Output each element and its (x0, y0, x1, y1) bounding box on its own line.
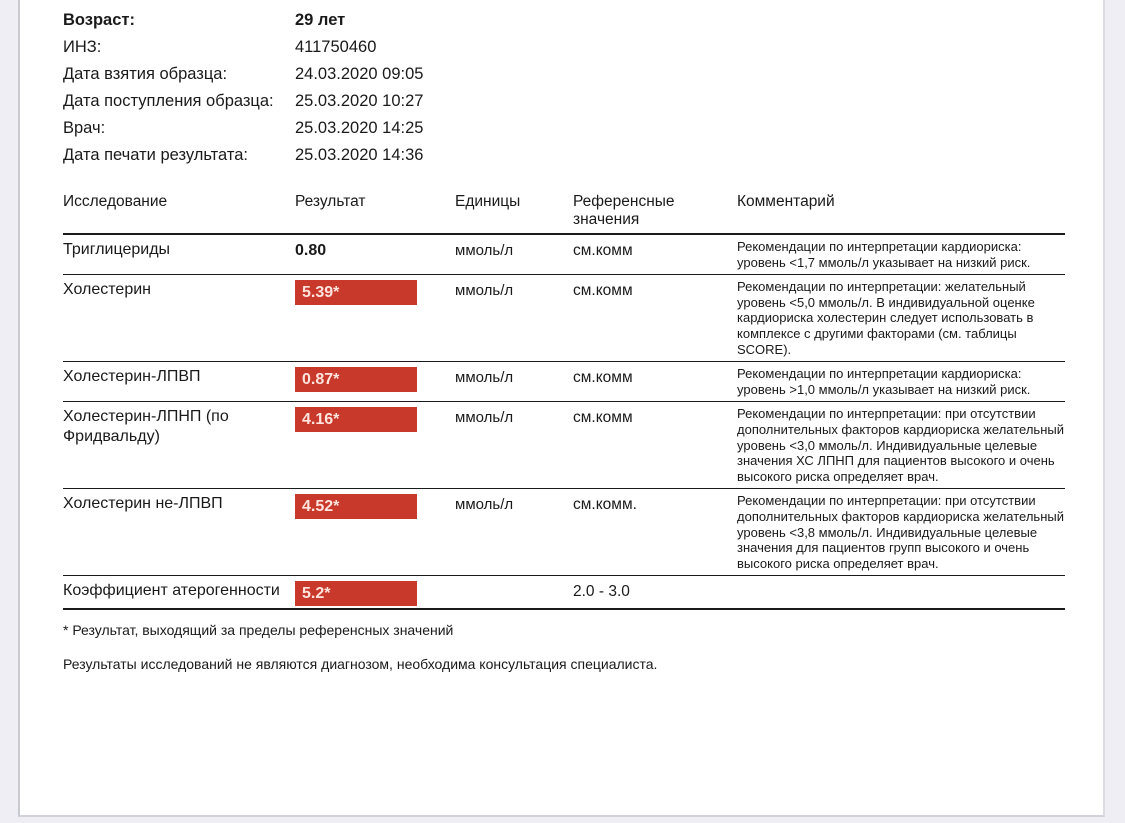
patient-info-label: ИНЗ: (63, 38, 102, 56)
result-cell: 5.2* (295, 579, 455, 607)
comment-cell (737, 579, 1065, 606)
reference-cell: см.комм (573, 282, 633, 300)
patient-info-value: 25.03.2020 14:25 (295, 119, 424, 137)
result-value: 0.87* (295, 367, 417, 393)
units-cell (455, 579, 573, 606)
table-row: Холестерин-ЛПНП (по Фридвальду) 4.16* мм… (63, 402, 1065, 490)
patient-info-row: ИНЗ: 411750460 (63, 34, 1066, 61)
lab-report-page: Возраст: 29 лет ИНЗ: 411750460 Дата взят… (18, 0, 1105, 817)
footnote-disclaimer: Результаты исследований не являются диаг… (63, 656, 658, 673)
result-value: 5.39* (295, 280, 417, 306)
patient-info-label: Врач: (63, 119, 106, 137)
table-row: Холестерин-ЛПВП 0.87* ммоль/л см.комм Ре… (63, 362, 1065, 403)
results-table-body: Триглицериды 0.80 ммоль/л см.комм Рекоме… (63, 235, 1065, 611)
reference-cell: см.комм (573, 369, 633, 387)
comment-cell: Рекомендации по интерпретации кардиориск… (737, 366, 1031, 397)
patient-info-row: Дата поступления образца: 25.03.2020 10:… (63, 88, 1066, 115)
test-name-cell: Холестерин-ЛПВП (63, 368, 201, 386)
test-name-cell: Коэффициент атерогенности (63, 582, 280, 600)
col-header-test: Исследование (63, 193, 168, 210)
units-cell: ммоль/л (455, 496, 514, 514)
patient-info-value: 25.03.2020 10:27 (295, 92, 424, 110)
test-name-cell: Холестерин (63, 281, 151, 299)
patient-info-value: 24.03.2020 09:05 (295, 65, 424, 83)
col-header-result: Результат (295, 193, 366, 210)
footnote-out-of-range: * Результат, выходящий за пределы рефере… (63, 622, 454, 639)
test-name-cell: Триглицериды (63, 241, 171, 258)
patient-info-row: Возраст: 29 лет (63, 7, 1066, 34)
test-name-cell: Холестерин не-ЛПВП (63, 495, 223, 513)
patient-info-label: Дата печати результата: (63, 146, 248, 164)
reference-cell: 2.0 - 3.0 (573, 583, 630, 601)
result-cell: 5.39* (295, 278, 455, 359)
reference-cell: см.комм. (573, 496, 637, 514)
patient-info-value: 25.03.2020 14:36 (295, 146, 424, 164)
comment-cell: Рекомендации по интерпретации кардиориск… (737, 239, 1031, 270)
reference-cell: см.комм (573, 409, 633, 427)
reference-cell: см.комм (573, 242, 633, 259)
patient-info-row: Дата печати результата: 25.03.2020 14:36 (63, 142, 1066, 169)
table-row: Триглицериды 0.80 ммоль/л см.комм Рекоме… (63, 235, 1065, 276)
result-value: 5.2* (295, 581, 417, 607)
results-table-header: Исследование Результат Единицы Референсн… (63, 183, 1065, 235)
result-cell: 0.87* (295, 365, 455, 399)
patient-info-value: 411750460 (295, 38, 377, 56)
table-row: Холестерин не-ЛПВП 4.52* ммоль/л см.комм… (63, 489, 1065, 577)
patient-info-block: Возраст: 29 лет ИНЗ: 411750460 Дата взят… (63, 7, 1066, 169)
patient-info-value: 29 лет (295, 11, 346, 29)
patient-info-label: Дата взятия образца: (63, 65, 228, 83)
units-cell: ммоль/л (455, 282, 514, 300)
col-header-comment: Комментарий (737, 193, 835, 210)
lab-report-content: Возраст: 29 лет ИНЗ: 411750460 Дата взят… (20, 0, 1066, 672)
table-row: Холестерин 5.39* ммоль/л см.комм Рекомен… (63, 275, 1065, 363)
result-cell: 4.52* (295, 492, 455, 573)
result-cell: 4.16* (295, 405, 455, 486)
units-cell: ммоль/л (455, 242, 514, 259)
result-value: 4.52* (295, 494, 417, 520)
patient-info-label: Дата поступления образца: (63, 92, 274, 110)
col-header-units: Единицы (455, 193, 521, 210)
result-value: 0.80 (295, 242, 327, 259)
test-name-cell: Холестерин-ЛПНП (по Фридвальду) (63, 408, 229, 446)
comment-cell: Рекомендации по интерпретации: при отсут… (737, 493, 1064, 571)
units-cell: ммоль/л (455, 409, 514, 427)
units-cell: ммоль/л (455, 369, 514, 387)
table-row: Коэффициент атерогенности 5.2* 2.0 - 3.0 (63, 576, 1065, 611)
comment-cell: Рекомендации по интерпретации: при отсут… (737, 406, 1064, 484)
result-value: 4.16* (295, 407, 417, 433)
comment-cell: Рекомендации по интерпретации: желательн… (737, 279, 1035, 357)
col-header-reference: Референсные значения (573, 193, 675, 228)
results-table: Исследование Результат Единицы Референсн… (63, 183, 1065, 611)
patient-info-row: Врач: 25.03.2020 14:25 (63, 115, 1066, 142)
patient-info-row: Дата взятия образца: 24.03.2020 09:05 (63, 61, 1066, 88)
result-cell: 0.80 (295, 238, 455, 272)
patient-info-label: Возраст: (63, 11, 135, 29)
